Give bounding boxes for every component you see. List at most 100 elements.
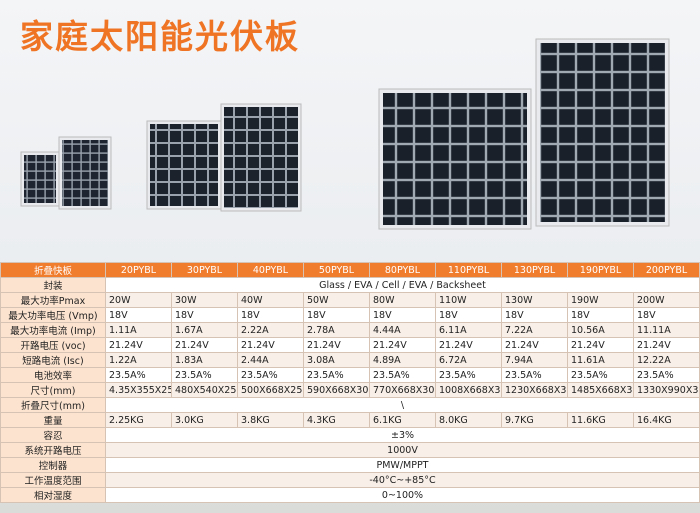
table-cell: 18V (369, 307, 436, 323)
table-cell: 容忍 (0, 427, 106, 443)
table-cell: ±3% (105, 427, 700, 443)
table-cell: 4.3KG (303, 412, 370, 428)
table-cell: 190W (567, 292, 634, 308)
table-cell: 11.61A (567, 352, 634, 368)
page-title: 家庭太阳能光伏板 (20, 17, 300, 56)
table-cell: 1000V (105, 442, 700, 458)
table-cell: 折叠尺寸(mm) (0, 397, 106, 413)
table-cell: 6.1KG (369, 412, 436, 428)
table-cell: 2.78A (303, 322, 370, 338)
table-row: 短路电流 (Isc) 1.22A 1.83A 2.44A 3.08A 4.89A 6.72A… (0, 352, 700, 368)
table-cell: 21.24V (435, 337, 502, 353)
solar-panel (378, 88, 532, 230)
table-cell: 4.89A (369, 352, 436, 368)
table-row: 控制器 PMW/MPPT (0, 457, 700, 473)
table-cell: 2.44A (237, 352, 304, 368)
table-cell: 130PYBL (501, 262, 568, 278)
table-row: 最大功率Pmax 20W 30W 40W 50W 80W 110W 130W 190W 200W (0, 292, 700, 308)
table-cell: 1008X668X35 (435, 382, 502, 398)
table-cell: 21.24V (303, 337, 370, 353)
table-cell: 1485X668X35 (567, 382, 634, 398)
table-cell: 工作温度范围 (0, 472, 106, 488)
table-row: 开路电压 (voc) 21.24V 21.24V 21.24V 21.24V 21.24V… (0, 337, 700, 353)
table-cell: 30W (171, 292, 238, 308)
table-cell: 3.8KG (237, 412, 304, 428)
table-cell: Glass / EVA / Cell / EVA / Backsheet (105, 277, 700, 293)
table-cell: 18V (501, 307, 568, 323)
table-cell: 6.72A (435, 352, 502, 368)
table-cell: 21.24V (369, 337, 436, 353)
table-cell: 1230X668X35 (501, 382, 568, 398)
table-cell: 7.94A (501, 352, 568, 368)
table-cell: 20W (105, 292, 172, 308)
table-cell: 16.4KG (633, 412, 700, 428)
table-cell: 21.24V (633, 337, 700, 353)
table-cell: 2.25KG (105, 412, 172, 428)
table-cell: 尺寸(mm) (0, 382, 106, 398)
table-row: 工作温度范围 -40°C~+85°C (0, 472, 700, 488)
table-cell: 200W (633, 292, 700, 308)
table-cell: 10.56A (567, 322, 634, 338)
table-row: 最大功率电压 (Vmp) 18V 18V 18V 18V 18V 18V 18V 18V 18V (0, 307, 700, 323)
table-cell: 系统开路电压 (0, 442, 106, 458)
table-cell: 1.11A (105, 322, 172, 338)
table-cell: 21.24V (501, 337, 568, 353)
table-cell: 短路电流 (Isc) (0, 352, 106, 368)
table-cell: 1.83A (171, 352, 238, 368)
table-cell: 30PYBL (171, 262, 238, 278)
table-cell: 6.11A (435, 322, 502, 338)
table-cell: 18V (435, 307, 502, 323)
table-cell: 11.6KG (567, 412, 634, 428)
table-cell: 21.24V (567, 337, 634, 353)
table-cell: 开路电压 (voc) (0, 337, 106, 353)
table-cell: 21.24V (171, 337, 238, 353)
table-cell: 480X540X25 (171, 382, 238, 398)
table-cell: 1.67A (171, 322, 238, 338)
table-cell: 200PYBL (633, 262, 700, 278)
solar-panel (535, 38, 670, 227)
solar-panel (20, 151, 60, 207)
table-cell: 0~100% (105, 487, 700, 503)
table-cell: 110PYBL (435, 262, 502, 278)
table-row: 系统开路电压 1000V (0, 442, 700, 458)
table-row: 尺寸(mm) 4.35X355X25 480X540X25 500X668X25 590… (0, 382, 700, 398)
table-cell: 1330X990X35 (633, 382, 700, 398)
table-cell: 12.22A (633, 352, 700, 368)
table-row: 相对湿度 0~100% (0, 487, 700, 503)
table-cell: 3.0KG (171, 412, 238, 428)
table-cell: 3.08A (303, 352, 370, 368)
solar-panel (146, 120, 222, 210)
table-cell: 50W (303, 292, 370, 308)
table-cell: 相对湿度 (0, 487, 106, 503)
solar-panel (58, 136, 112, 210)
table-cell: 18V (567, 307, 634, 323)
table-cell: 最大功率电流 (Imp) (0, 322, 106, 338)
table-cell: 1.22A (105, 352, 172, 368)
table-row: 最大功率电流 (Imp) 1.11A 1.67A 2.22A 2.78A 4.44A 6.1… (0, 322, 700, 338)
table-cell: 50PYBL (303, 262, 370, 278)
table-row: 容忍 ±3% (0, 427, 700, 443)
table-cell: 封装 (0, 277, 106, 293)
table-cell: 8.0KG (435, 412, 502, 428)
table-cell: 40PYBL (237, 262, 304, 278)
table-cell: 21.24V (237, 337, 304, 353)
table-cell: 590X668X30 (303, 382, 370, 398)
table-cell: 4.44A (369, 322, 436, 338)
table-cell: 21.24V (105, 337, 172, 353)
table-cell: 18V (237, 307, 304, 323)
table-cell: 电池效率 (0, 367, 106, 383)
table-cell: 18V (171, 307, 238, 323)
table-cell: 23.5A% (633, 367, 700, 383)
table-cell: 110W (435, 292, 502, 308)
table-cell: 18V (105, 307, 172, 323)
table-cell: 控制器 (0, 457, 106, 473)
table-cell: 23.5A% (567, 367, 634, 383)
table-row: 封装 Glass / EVA / Cell / EVA / Backsheet (0, 277, 700, 293)
solar-panel (220, 103, 302, 212)
panel-images (20, 38, 670, 230)
table-cell: 40W (237, 292, 304, 308)
table-cell: 190PYBL (567, 262, 634, 278)
table-row: 折叠快板 20PYBL 30PYBL 40PYBL 50PYBL 80PYBL 110PYB… (0, 262, 700, 278)
table-row: 电池效率 23.5A% 23.5A% 23.5A% 23.5A% 23.5A% 23.5A%… (0, 367, 700, 383)
